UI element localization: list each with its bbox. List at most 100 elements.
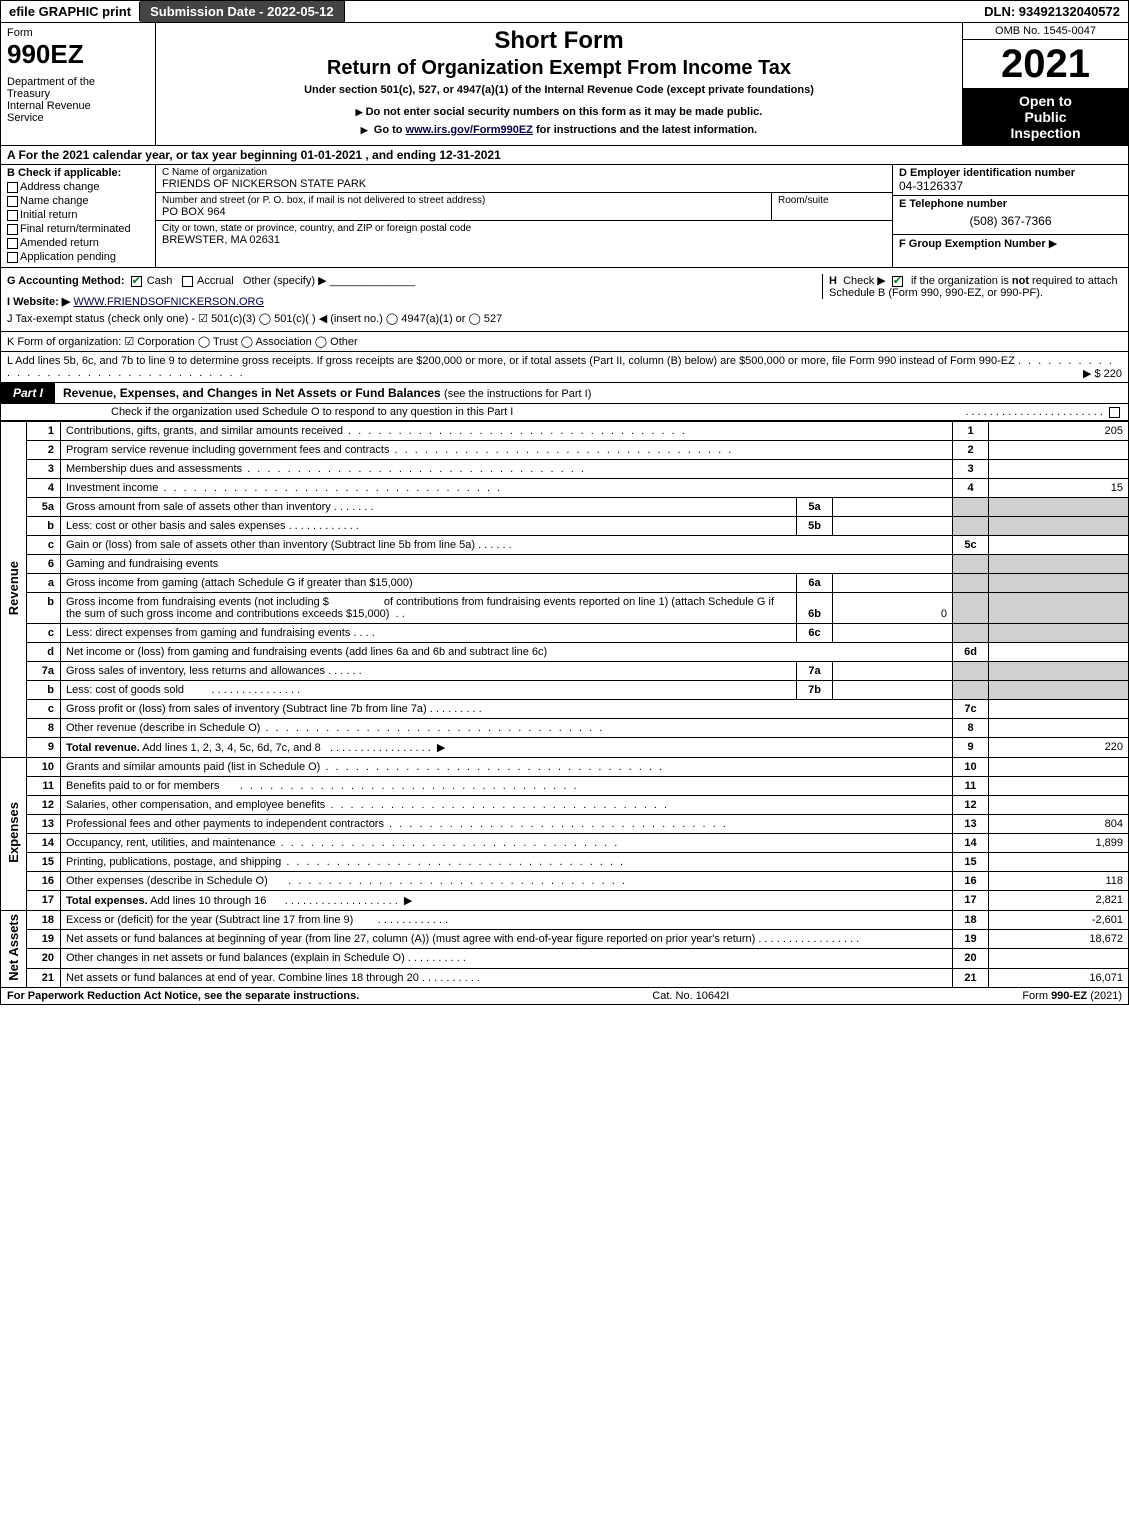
short-form-title: Short Form <box>164 27 954 55</box>
header-right: OMB No. 1545-0047 2021 Open toPublicInsp… <box>963 23 1128 145</box>
c-street-row: Number and street (or P. O. box, if mail… <box>156 193 892 221</box>
c-city-label: City or town, state or province, country… <box>162 223 886 234</box>
dept-label: Department of theTreasuryInternal Revenu… <box>7 76 149 124</box>
f-block: F Group Exemption Number ▶ <box>893 235 1128 267</box>
dln: DLN: 93492132040572 <box>976 2 1128 21</box>
row-7b: b Less: cost of goods sold . . . . . . .… <box>1 681 1129 700</box>
e-block: E Telephone number (508) 367-7366 <box>893 196 1128 235</box>
row-2: 2 Program service revenue including gove… <box>1 441 1129 460</box>
row-11: 11 Benefits paid to or for members 11 <box>1 777 1129 796</box>
submission-date: Submission Date - 2022-05-12 <box>140 1 345 22</box>
side-revenue: Revenue <box>1 422 27 758</box>
c-name-value: FRIENDS OF NICKERSON STATE PARK <box>162 178 886 190</box>
g-label: G Accounting Method: <box>7 275 125 287</box>
top-bar: efile GRAPHIC print Submission Date - 20… <box>0 0 1129 23</box>
side-expenses: Expenses <box>1 758 27 911</box>
c-city-value: BREWSTER, MA 02631 <box>162 234 886 246</box>
row-13: 13 Professional fees and other payments … <box>1 815 1129 834</box>
header-left: Form 990EZ Department of theTreasuryInte… <box>1 23 156 145</box>
b-header: B Check if applicable: <box>7 167 149 179</box>
row-20: 20 Other changes in net assets or fund b… <box>1 949 1129 968</box>
f-arrow-icon: ▶ <box>1049 238 1057 250</box>
row-1: Revenue 1 Contributions, gifts, grants, … <box>1 422 1129 441</box>
line-a: A For the 2021 calendar year, or tax yea… <box>0 146 1129 165</box>
d-block: D Employer identification number 04-3126… <box>893 165 1128 196</box>
c-street-value: PO BOX 964 <box>162 206 765 218</box>
line-j: J Tax-exempt status (check only one) - ☑… <box>7 312 1122 325</box>
row-8: 8 Other revenue (describe in Schedule O)… <box>1 719 1129 738</box>
row-7c: c Gross profit or (loss) from sales of i… <box>1 700 1129 719</box>
section-bcdef: B Check if applicable: Address change Na… <box>0 165 1129 268</box>
ledger-table: Revenue 1 Contributions, gifts, grants, … <box>0 421 1129 988</box>
row-18: Net Assets 18 Excess or (deficit) for th… <box>1 911 1129 930</box>
g-other: Other (specify) ▶ <box>243 275 327 287</box>
c-city-block: City or town, state or province, country… <box>156 221 892 248</box>
section-ghij: G Accounting Method: Cash Accrual Other … <box>0 268 1129 332</box>
row-12: 12 Salaries, other compensation, and emp… <box>1 796 1129 815</box>
side-netassets: Net Assets <box>1 911 27 988</box>
part1-check-text: Check if the organization used Schedule … <box>111 406 513 418</box>
e-value: (508) 367-7366 <box>899 210 1122 232</box>
chk-initial-return[interactable]: Initial return <box>7 209 149 221</box>
form-header: Form 990EZ Department of theTreasuryInte… <box>0 23 1129 146</box>
line-l: L Add lines 5b, 6c, and 7b to line 9 to … <box>0 352 1129 383</box>
open-to-public: Open toPublicInspection <box>963 89 1128 145</box>
footer-mid: Cat. No. 10642I <box>652 990 729 1002</box>
row-9: 9 Total revenue. Add lines 1, 2, 3, 4, 5… <box>1 738 1129 758</box>
part1-check-box[interactable]: . . . . . . . . . . . . . . . . . . . . … <box>965 406 1122 418</box>
l-value: ▶ $ 220 <box>1083 367 1122 380</box>
omb-number: OMB No. 1545-0047 <box>963 23 1128 40</box>
row-15: 15 Printing, publications, postage, and … <box>1 853 1129 872</box>
row-21: 21 Net assets or fund balances at end of… <box>1 968 1129 987</box>
row-6d: d Net income or (loss) from gaming and f… <box>1 643 1129 662</box>
l-text: L Add lines 5b, 6c, and 7b to line 9 to … <box>7 355 1015 367</box>
c-street-label: Number and street (or P. O. box, if mail… <box>162 195 765 206</box>
chk-h[interactable] <box>892 276 903 287</box>
i-label: I Website: ▶ <box>7 296 70 308</box>
row-14: 14 Occupancy, rent, utilities, and maint… <box>1 834 1129 853</box>
row-6a: a Gross income from gaming (attach Sched… <box>1 574 1129 593</box>
footer-right: Form 990-EZ (2021) <box>1022 990 1122 1002</box>
goto-line: Go to www.irs.gov/Form990EZ for instruct… <box>164 124 954 136</box>
row-5b: b Less: cost or other basis and sales ex… <box>1 517 1129 536</box>
goto-arrow-icon <box>361 124 371 136</box>
page-footer: For Paperwork Reduction Act Notice, see … <box>0 988 1129 1005</box>
row-17: 17 Total expenses. Add lines 10 through … <box>1 891 1129 911</box>
chk-amended-return[interactable]: Amended return <box>7 237 149 249</box>
c-room-block: Room/suite <box>772 193 892 220</box>
tax-year: 2021 <box>963 40 1128 89</box>
c-room-label: Room/suite <box>778 195 886 206</box>
line-h: H Check ▶ if the organization is not req… <box>822 274 1122 299</box>
d-label: D Employer identification number <box>899 167 1122 179</box>
do-not-enter: Do not enter social security numbers on … <box>164 106 954 118</box>
return-title: Return of Organization Exempt From Incom… <box>164 57 954 80</box>
chk-cash[interactable] <box>131 276 142 287</box>
chk-final-return[interactable]: Final return/terminated <box>7 223 149 235</box>
row-6: 6 Gaming and fundraising events <box>1 555 1129 574</box>
col-def: D Employer identification number 04-3126… <box>893 165 1128 267</box>
line-k: K Form of organization: ☑ Corporation ◯ … <box>0 332 1129 352</box>
chk-application-pending[interactable]: Application pending <box>7 251 149 263</box>
chk-address-change[interactable]: Address change <box>7 181 149 193</box>
chk-name-change[interactable]: Name change <box>7 195 149 207</box>
header-center: Short Form Return of Organization Exempt… <box>156 23 963 145</box>
row-6c: c Less: direct expenses from gaming and … <box>1 624 1129 643</box>
form-number: 990EZ <box>7 39 149 70</box>
row-4: 4 Investment income 4 15 <box>1 479 1129 498</box>
c-name-label: C Name of organization <box>162 167 886 178</box>
website-link[interactable]: WWW.FRIENDSOFNICKERSON.ORG <box>73 296 264 308</box>
part1-title: Revenue, Expenses, and Changes in Net As… <box>55 383 1128 403</box>
e-label: E Telephone number <box>899 198 1122 210</box>
f-label: F Group Exemption Number <box>899 238 1046 250</box>
part1-checkline: Check if the organization used Schedule … <box>0 404 1129 421</box>
goto-link[interactable]: www.irs.gov/Form990EZ <box>406 124 533 136</box>
row-10: Expenses 10 Grants and similar amounts p… <box>1 758 1129 777</box>
row-5a: 5a Gross amount from sale of assets othe… <box>1 498 1129 517</box>
footer-left: For Paperwork Reduction Act Notice, see … <box>7 990 359 1002</box>
row-7a: 7a Gross sales of inventory, less return… <box>1 662 1129 681</box>
row-5c: c Gain or (loss) from sale of assets oth… <box>1 536 1129 555</box>
col-b: B Check if applicable: Address change Na… <box>1 165 156 267</box>
form-label: Form <box>7 27 149 39</box>
efile-label[interactable]: efile GRAPHIC print <box>1 2 140 21</box>
chk-accrual[interactable] <box>182 276 193 287</box>
